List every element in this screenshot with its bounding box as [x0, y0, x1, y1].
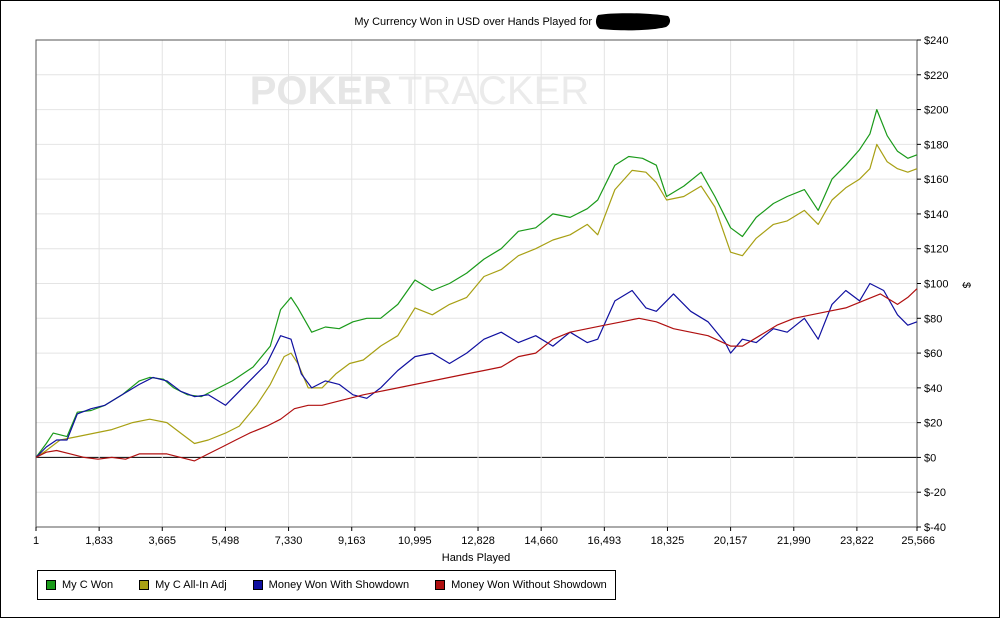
x-tick-label: 14,660 — [524, 535, 558, 547]
x-tick-label: 20,157 — [714, 535, 748, 547]
x-tick-label: 21,990 — [777, 535, 811, 547]
legend-item-3: Money Won With Showdown — [252, 579, 410, 591]
x-axis: 1 1,833 3,665 5,498 7,330 9,163 10,995 12,828 14… — [33, 527, 935, 547]
y-tick-label: $100 — [924, 279, 948, 291]
legend-swatch — [435, 580, 446, 590]
series-line-2 — [35, 143, 918, 458]
x-tick-label: 3,665 — [149, 535, 177, 547]
x-tick-label: 25,566 — [901, 535, 935, 547]
legend-item-4: Money Won Without Showdown — [435, 579, 607, 591]
watermark-right-text: TRACKER — [398, 69, 589, 113]
y-axis: $240 $220 $200 $180 $160 $140 $120 $100 $80 $60 $4… — [917, 35, 948, 534]
chart-legend: My C Won My C All-In Adj Money Won With Sh… — [37, 570, 616, 600]
y-tick-label: $220 — [924, 70, 948, 82]
legend-label: My C All-In Adj — [155, 579, 227, 591]
y-tick-label: $240 — [924, 35, 948, 47]
y-axis-label: $ — [960, 282, 972, 288]
y-tick-label: $20 — [924, 418, 942, 430]
redaction-mark — [595, 13, 671, 31]
chart-title: My Currency Won in USD over Hands Played… — [354, 16, 592, 28]
watermark-left-text: POKER — [250, 69, 392, 113]
legend-swatch — [252, 580, 263, 590]
x-tick-label: 7,330 — [275, 535, 303, 547]
y-tick-label: $80 — [924, 313, 942, 325]
legend-swatch — [46, 580, 56, 590]
legend-swatch — [139, 580, 150, 590]
series-lines — [35, 109, 918, 462]
y-tick-label: $60 — [924, 348, 942, 360]
legend-item-1: My C Won — [46, 579, 113, 591]
watermark-logo: POKER TRACKER — [250, 69, 589, 113]
x-tick-label: 9,163 — [338, 535, 366, 547]
series-line-4 — [35, 288, 918, 462]
x-tick-label: 1 — [33, 535, 39, 547]
legend-item-2: My C All-In Adj — [139, 579, 227, 591]
x-tick-label: 12,828 — [461, 535, 495, 547]
y-tick-label: $0 — [924, 452, 936, 464]
x-tick-label: 16,493 — [588, 535, 622, 547]
y-tick-label: $-20 — [924, 487, 946, 499]
y-tick-label: $40 — [924, 383, 942, 395]
y-tick-label: $120 — [924, 244, 948, 256]
x-axis-label: Hands Played — [442, 552, 511, 564]
legend-label: My C Won — [62, 579, 114, 591]
x-tick-label: 1,833 — [85, 535, 113, 547]
legend-label: Money Won With Showdown — [268, 579, 410, 591]
series-line-1 — [35, 109, 918, 458]
series-line-3 — [35, 282, 918, 458]
x-tick-label: 23,822 — [840, 535, 874, 547]
x-tick-label: 5,498 — [212, 535, 240, 547]
x-tick-label: 18,325 — [651, 535, 685, 547]
y-tick-label: $160 — [924, 174, 948, 186]
x-tick-label: 10,995 — [398, 535, 432, 547]
y-tick-label: $-40 — [924, 522, 946, 534]
y-tick-label: $200 — [924, 105, 948, 117]
legend-label: Money Won Without Showdown — [451, 579, 607, 591]
y-tick-label: $140 — [924, 209, 948, 221]
y-tick-label: $180 — [924, 139, 948, 151]
